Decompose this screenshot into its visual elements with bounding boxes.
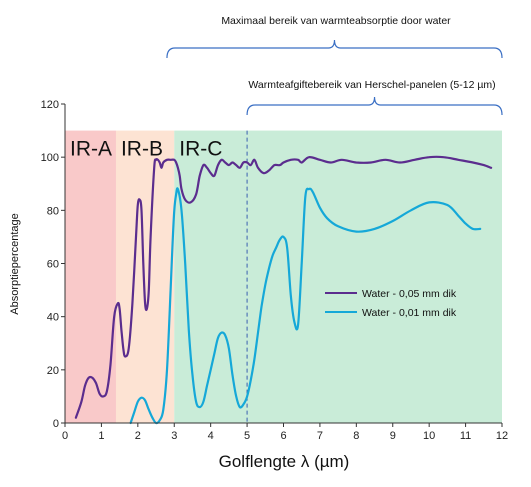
y-tick-label: 20 [47,365,59,377]
annotation-brace-1 [246,96,503,116]
y-axis-title: Absorptiepercentage [9,213,21,315]
x-tick-label: 3 [171,430,177,442]
annotation-text-1: Warmteafgiftebereik van Herschel-panelen… [248,79,495,91]
band-label-ir-a: IR-A [70,138,112,161]
bands-layer: IR-A IR-B IR-C [65,130,502,424]
series-line-0 [74,155,493,419]
x-tick-label: 0 [62,430,68,442]
x-tick-label: 1 [98,430,104,442]
x-axis-title: Golflengte λ (µm) [219,452,350,471]
x-tick-label: 6 [280,430,286,442]
band-ir-c [174,130,502,424]
y-tick-label: 0 [53,418,59,430]
legend: Water - 0,05 mm dik Water - 0,01 mm dik [325,288,457,319]
x-tick-label: 5 [244,430,250,442]
x-tick-label: 12 [496,430,508,442]
x-tick-label: 4 [208,430,214,442]
band-label-ir-b: IR-B [121,138,163,161]
series-layer [74,155,493,425]
legend-label-1: Water - 0,01 mm dik [362,307,457,319]
x-tick-label: 10 [423,430,435,442]
y-tick-label: 40 [47,312,59,324]
series-line-1 [129,187,482,425]
y-tick-label: 100 [41,152,59,164]
band-label-ir-c: IR-C [179,138,222,161]
annotation-layer: Maximaal bereik van warmteabsorptie door… [166,15,503,116]
x-tick-label: 11 [460,430,471,442]
annotation-brace-0 [166,39,503,59]
band-ir-b [115,130,175,424]
y-tick-label: 60 [47,259,59,271]
annotation-text-0: Maximaal bereik van warmteabsorptie door… [221,15,451,27]
legend-label-0: Water - 0,05 mm dik [362,288,457,300]
y-tick-label: 80 [47,205,59,217]
band-ir-a [65,130,116,424]
x-tick-label: 2 [135,430,141,442]
y-tick-label: 120 [41,99,59,111]
x-tick-label: 7 [317,430,323,442]
x-tick-label: 9 [390,430,396,442]
x-tick-label: 8 [353,430,359,442]
